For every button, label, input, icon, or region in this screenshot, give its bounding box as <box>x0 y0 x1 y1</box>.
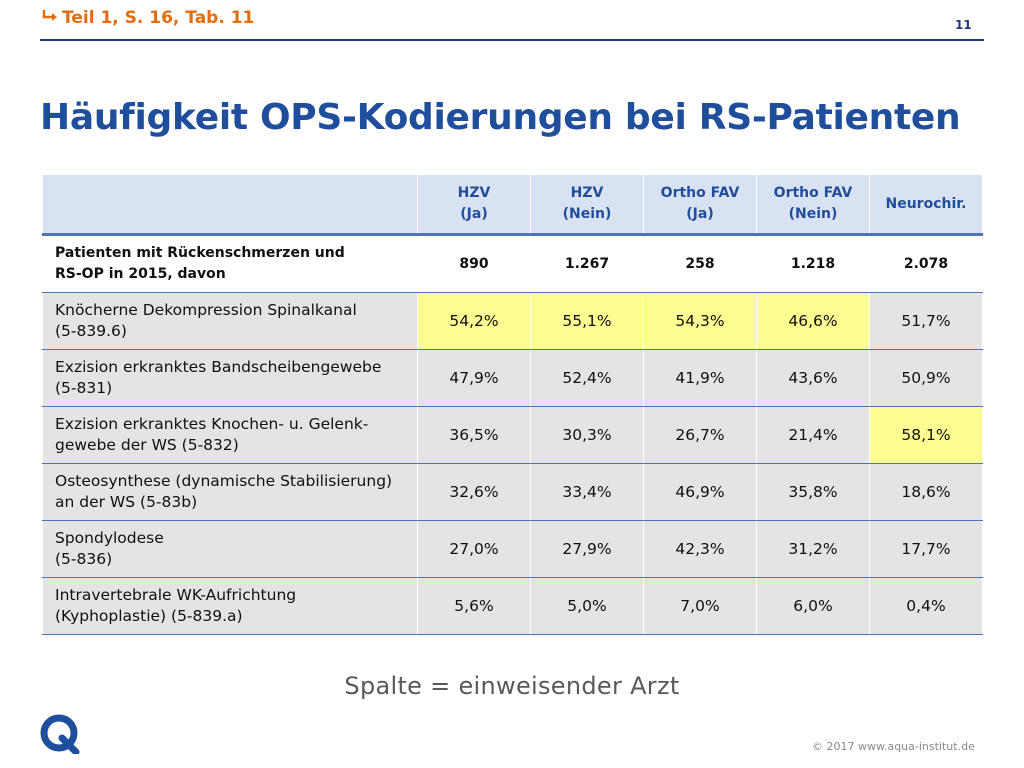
table-cell: 33,4% <box>530 463 644 521</box>
table-cell: 32,6% <box>417 463 531 521</box>
table-cell: 30,3% <box>530 406 644 464</box>
table-row: Osteosynthese (dynamische Stabilisierung… <box>42 463 983 521</box>
table-cell: 55,1% <box>530 292 644 350</box>
table-cell: 27,0% <box>417 520 531 578</box>
table-row-total: Patienten mit Rückenschmerzen und RS-OP i… <box>42 234 983 293</box>
table-cell: 43,6% <box>756 349 870 407</box>
table-cell: 46,9% <box>643 463 757 521</box>
row-label: Osteosynthese (dynamische Stabilisierung… <box>42 463 418 521</box>
table-cell: 6,0% <box>756 577 870 635</box>
table-cell: 1.218 <box>756 234 870 293</box>
table-cell: 31,2% <box>756 520 870 578</box>
table-cell: 54,3% <box>643 292 757 350</box>
table-cell: 42,3% <box>643 520 757 578</box>
row-label: Exzision erkranktes Knochen- u. Gelenk-g… <box>42 406 418 464</box>
table-cell: 27,9% <box>530 520 644 578</box>
row-label: Intravertebrale WK-Aufrichtung (Kyphoplas… <box>42 577 418 635</box>
ops-frequency-table: HZV (Ja) HZV (Nein) Ortho FAV (Ja) Ortho FA… <box>42 174 983 635</box>
table-cell: 46,6% <box>756 292 870 350</box>
table-cell: 17,7% <box>869 520 983 578</box>
table-cell: 258 <box>643 234 757 293</box>
table-header-row: HZV (Ja) HZV (Nein) Ortho FAV (Ja) Ortho FA… <box>42 174 983 236</box>
table-cell: 1.267 <box>530 234 644 293</box>
reference-text: Teil 1, S. 16, Tab. 11 <box>62 8 255 28</box>
table-cell: 5,6% <box>417 577 531 635</box>
copyright-text: © 2017 www.aqua-institut.de <box>812 740 975 753</box>
aqua-q-logo-icon <box>40 714 80 756</box>
table-cell: 50,9% <box>869 349 983 407</box>
table-cell: 54,2% <box>417 292 531 350</box>
column-header: Ortho FAV (Ja) <box>643 174 757 236</box>
table-cell: 890 <box>417 234 531 293</box>
table-cell: 58,1% <box>869 406 983 464</box>
column-header: Ortho FAV (Nein) <box>756 174 870 236</box>
column-header: HZV (Ja) <box>417 174 531 236</box>
reference-note: Teil 1, S. 16, Tab. 11 <box>42 8 254 28</box>
table-cell: 36,5% <box>417 406 531 464</box>
table-cell: 47,9% <box>417 349 531 407</box>
table-cell: 35,8% <box>756 463 870 521</box>
table-cell: 21,4% <box>756 406 870 464</box>
table-caption: Spalte = einweisender Arzt <box>344 672 680 700</box>
row-label: Exzision erkranktes Bandscheibengewebe (5… <box>42 349 418 407</box>
table-row: Knöcherne Dekompression Spinalkanal (5-83… <box>42 292 983 350</box>
table-cell: 51,7% <box>869 292 983 350</box>
table-cell: 7,0% <box>643 577 757 635</box>
column-header: Neurochir. <box>869 174 983 236</box>
table-cell: 26,7% <box>643 406 757 464</box>
arrow-return-icon <box>42 8 58 28</box>
table-header-corner <box>42 174 418 236</box>
header-divider <box>40 39 984 41</box>
table-cell: 41,9% <box>643 349 757 407</box>
table-cell: 18,6% <box>869 463 983 521</box>
slide-number: 11 <box>955 18 972 32</box>
column-header: HZV (Nein) <box>530 174 644 236</box>
row-label: Spondylodese (5-836) <box>42 520 418 578</box>
row-label: Patienten mit Rückenschmerzen und RS-OP i… <box>42 234 418 293</box>
table-cell: 2.078 <box>869 234 983 293</box>
table-row: Intravertebrale WK-Aufrichtung (Kyphoplas… <box>42 577 983 635</box>
table-row: Exzision erkranktes Bandscheibengewebe (5… <box>42 349 983 407</box>
table-cell: 5,0% <box>530 577 644 635</box>
table-cell: 0,4% <box>869 577 983 635</box>
page-title: Häufigkeit OPS-Kodierungen bei RS-Patien… <box>40 97 961 138</box>
row-label: Knöcherne Dekompression Spinalkanal (5-83… <box>42 292 418 350</box>
table-row: Exzision erkranktes Knochen- u. Gelenk-g… <box>42 406 983 464</box>
table-cell: 52,4% <box>530 349 644 407</box>
table-row: Spondylodese (5-836) 27,0% 27,9% 42,3% 31,2% 1… <box>42 520 983 578</box>
